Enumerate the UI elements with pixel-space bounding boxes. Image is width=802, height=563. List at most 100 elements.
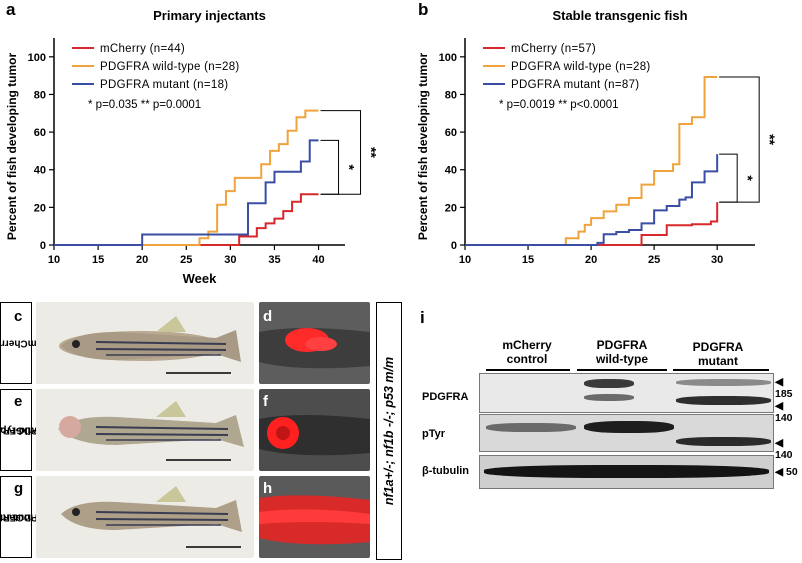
y-tick-label: 80 (34, 89, 46, 101)
blot-row-label-beta-tubulin: β-tubulin (422, 465, 470, 477)
panel-label-g: g (14, 480, 24, 497)
mw-marker-text: 50 (786, 466, 798, 478)
significance-label: ** (762, 134, 778, 145)
panel-label-b: b (418, 0, 429, 19)
significance-bracket (320, 139, 340, 195)
blot-band (676, 396, 771, 405)
blot-group-text: PDGFRA (596, 338, 648, 352)
blot-beta-tubulin (479, 455, 774, 489)
y-tick-label: 60 (445, 127, 457, 139)
blot-band (484, 465, 769, 478)
y-tick-label: 20 (34, 202, 46, 214)
y-axis-label: Percent of fish developing tumor (5, 52, 19, 240)
mw-marker-50: ◀ 50 (775, 466, 798, 478)
significance-bracket (719, 76, 760, 203)
blot-group-text: mCherry (502, 338, 552, 352)
panel-label-c: c (14, 308, 23, 325)
blot-band (584, 379, 634, 388)
blot-group-text: PDGFRA (692, 340, 744, 354)
x-tick-label: 15 (522, 254, 534, 266)
mw-marker-140: ◀ 140 (775, 437, 793, 461)
blot-ptyr (479, 414, 774, 452)
blot-pdgfra (479, 373, 774, 413)
y-tick-label: 100 (439, 52, 457, 64)
blot-row-label-ptyr: pTyr (422, 428, 446, 440)
chart-title: Stable transgenic fish (552, 8, 687, 23)
y-tick-label: 40 (34, 165, 46, 177)
y-tick-label: 80 (445, 89, 457, 101)
row-label-mcherry: mCherry (0, 302, 37, 384)
mw-marker-text: 185 (775, 388, 793, 400)
chart-a-primary-injectants: Primary injectants 0 20 40 60 80 100 10 15 20 25 30… (5, 8, 380, 286)
panel-label-d: d (263, 308, 273, 325)
series-line-2 (54, 139, 319, 246)
row-label-text: mCherry (0, 337, 37, 349)
row-label-text: wild-type (0, 424, 38, 436)
panel-label-e: e (14, 393, 23, 410)
blot-group-line (673, 369, 769, 371)
photo-h-pdgfra-mutant-fluorescence (259, 476, 370, 558)
x-axis-label: Week (183, 271, 217, 286)
x-tick-label: 40 (312, 254, 324, 266)
genotype-label-box: nf1a+/-; nf1b -/-; p53 m/m (376, 302, 402, 560)
blot-group-pdgfra-mutant: PDGFRA mutant (673, 340, 763, 368)
blot-group-pdgfra-wild-type: PDGFRA wild-type (577, 338, 667, 366)
series-line-2 (465, 154, 719, 246)
x-tick-label: 30 (711, 254, 723, 266)
blot-band (584, 394, 634, 401)
significance-label: ** (364, 147, 380, 158)
chart-title: Primary injectants (153, 8, 266, 23)
series-line-0 (465, 202, 719, 246)
x-tick-label: 10 (48, 254, 60, 266)
y-tick-label: 0 (451, 240, 457, 252)
chart-b-stable-transgenic: Stable transgenic fish 0 20 40 60 80 100 10 15 20… (416, 8, 778, 266)
significance-bracket (320, 110, 362, 195)
row-label-text: mutant (0, 511, 33, 523)
blot-band (676, 437, 771, 446)
photo-d-mcherry-fluorescence (259, 302, 370, 384)
series-line-1 (54, 109, 319, 246)
photo-e-pdgfra-wild-type-fish (36, 389, 254, 471)
x-tick-label: 20 (136, 254, 148, 266)
legend-label: mCherry (n=44) (100, 43, 185, 55)
blot-group-text: mutant (698, 354, 738, 368)
significance-label: * (342, 165, 358, 171)
series-line-0 (54, 193, 319, 246)
mw-marker-text: 140 (775, 412, 793, 424)
y-tick-label: 60 (34, 127, 46, 139)
legend-label: PDGFRA wild-type (n=28) (100, 61, 240, 73)
y-tick-label: 100 (28, 52, 46, 64)
panel-label-h: h (263, 480, 273, 497)
x-tick-label: 25 (648, 254, 660, 266)
blot-band (486, 423, 576, 432)
y-tick-label: 0 (40, 240, 46, 252)
significance-bracket (719, 153, 738, 203)
stats-text: * p=0.035 ** p=0.0001 (88, 99, 201, 111)
photo-f-pdgfra-wild-type-fluorescence (259, 389, 370, 471)
x-tick-label: 20 (585, 254, 597, 266)
legend-label: PDGFRA wild-type (n=28) (511, 61, 651, 73)
blot-group-line (486, 369, 570, 371)
stats-text: * p=0.0019 ** p<0.0001 (499, 99, 619, 111)
y-tick-label: 40 (445, 165, 457, 177)
blot-group-mcherry-control: mCherry control (486, 338, 568, 366)
x-tick-label: 15 (92, 254, 104, 266)
legend-label: PDGFRA mutant (n=18) (100, 79, 228, 91)
blot-band (584, 421, 674, 433)
legend-label: PDGFRA mutant (n=87) (511, 79, 639, 91)
x-tick-label: 30 (224, 254, 236, 266)
y-tick-label: 20 (445, 202, 457, 214)
x-tick-label: 10 (459, 254, 471, 266)
mw-marker-185: ◀ 185 (775, 376, 793, 400)
panel-label-f: f (263, 393, 268, 410)
blot-group-line (577, 369, 667, 371)
legend-label: mCherry (n=57) (511, 43, 596, 55)
mw-marker-text: 140 (775, 449, 793, 461)
blot-row-label-pdgfra: PDGFRA (422, 391, 469, 403)
panel-label-i: i (420, 308, 425, 327)
x-tick-label: 25 (180, 254, 192, 266)
blot-group-text: wild-type (595, 352, 648, 366)
mw-marker-140: ◀ 140 (775, 400, 793, 424)
